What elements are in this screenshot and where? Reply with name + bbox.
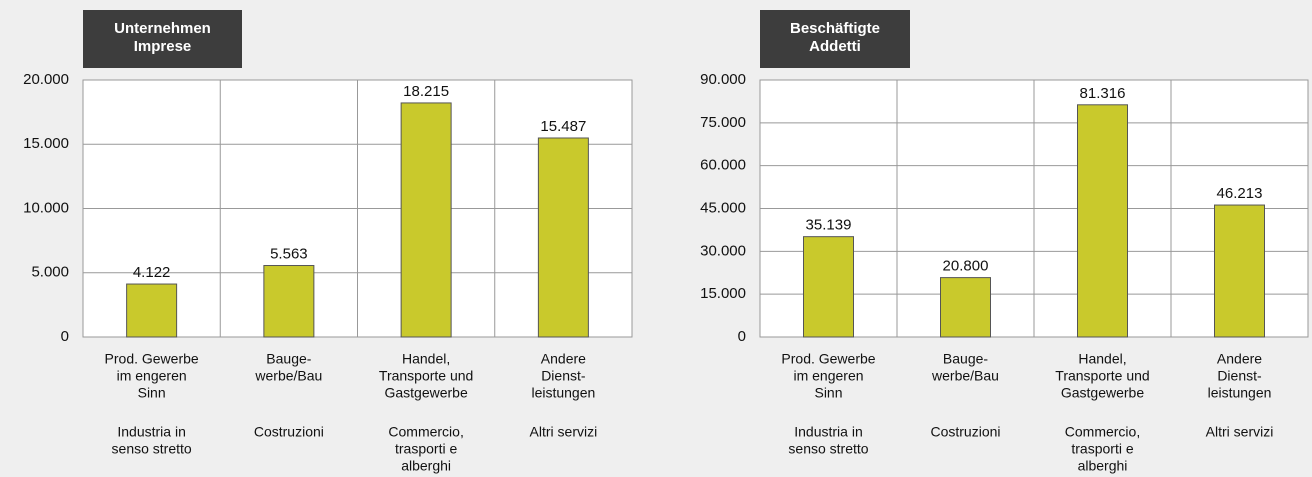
y-tick-label: 30.000: [700, 242, 746, 259]
bar: [400, 102, 452, 338]
x-tick-label: Altri servizi: [530, 424, 598, 440]
x-tick-label: Andere: [1217, 351, 1262, 367]
x-tick-label: Andere: [541, 351, 586, 367]
x-tick-label: senso stretto: [788, 441, 868, 457]
x-tick-label: Transporte und: [1055, 368, 1149, 384]
bar: [940, 277, 991, 338]
value-label: 15.487: [540, 118, 586, 135]
x-tick-label: Sinn: [138, 385, 166, 401]
chart-title: Unternehmen: [114, 20, 211, 37]
value-label: 5.563: [270, 245, 308, 262]
x-tick-label: alberghi: [401, 458, 451, 474]
x-tick-label: Gastgewerbe: [1061, 385, 1144, 401]
y-tick-label: 10.000: [23, 199, 69, 216]
title-box: [83, 10, 242, 68]
bar: [263, 265, 315, 338]
x-tick-label: trasporti e: [395, 441, 457, 457]
y-tick-label: 20.000: [23, 71, 69, 88]
value-label: 81.316: [1080, 85, 1126, 102]
y-tick-label: 0: [738, 328, 746, 345]
bar: [126, 283, 178, 338]
bar: [537, 137, 589, 338]
y-tick-label: 0: [61, 328, 69, 345]
y-tick-label: 15.000: [23, 135, 69, 152]
title-box: [760, 10, 910, 68]
y-tick-label: 75.000: [700, 114, 746, 131]
x-tick-label: leistungen: [531, 385, 595, 401]
x-tick-label: Prod. Gewerbe: [105, 351, 199, 367]
x-tick-label: werbe/Bau: [254, 368, 322, 384]
chart-title: Imprese: [134, 38, 192, 55]
x-tick-label: Costruzioni: [254, 424, 324, 440]
x-tick-label: Commercio,: [1065, 424, 1140, 440]
x-tick-label: alberghi: [1078, 458, 1128, 474]
value-label: 4.122: [133, 264, 171, 281]
x-tick-label: Bauge-: [943, 351, 988, 367]
y-tick-label: 5.000: [31, 264, 69, 281]
x-tick-label: trasporti e: [1071, 441, 1133, 457]
x-tick-label: Costruzioni: [930, 424, 1000, 440]
x-tick-label: Transporte und: [379, 368, 473, 384]
x-tick-label: Commercio,: [388, 424, 463, 440]
y-tick-label: 45.000: [700, 199, 746, 216]
x-tick-label: werbe/Bau: [931, 368, 999, 384]
x-tick-label: im engeren: [793, 368, 863, 384]
value-label: 46.213: [1217, 185, 1263, 202]
value-label: 20.800: [943, 258, 989, 275]
x-tick-label: Sinn: [814, 385, 842, 401]
chart-title: Addetti: [809, 38, 861, 55]
y-tick-label: 90.000: [700, 71, 746, 88]
x-tick-label: Gastgewerbe: [384, 385, 467, 401]
x-tick-label: Altri servizi: [1206, 424, 1274, 440]
x-tick-label: Handel,: [1078, 351, 1126, 367]
x-tick-label: Industria in: [117, 424, 185, 440]
bar: [803, 236, 854, 338]
chart-title: Beschäftigte: [790, 20, 880, 37]
x-tick-label: leistungen: [1208, 385, 1272, 401]
y-tick-label: 15.000: [700, 285, 746, 302]
y-tick-label: 60.000: [700, 157, 746, 174]
x-tick-label: Prod. Gewerbe: [781, 351, 875, 367]
x-tick-label: Handel,: [402, 351, 450, 367]
value-label: 35.139: [806, 217, 852, 234]
bar: [1077, 104, 1128, 338]
x-tick-label: Dienst-: [1217, 368, 1262, 384]
x-tick-label: Industria in: [794, 424, 862, 440]
bar: [1214, 204, 1265, 338]
x-tick-label: Bauge-: [266, 351, 311, 367]
value-label: 18.215: [403, 83, 449, 100]
x-tick-label: im engeren: [117, 368, 187, 384]
x-tick-label: Dienst-: [541, 368, 586, 384]
x-tick-label: senso stretto: [112, 441, 192, 457]
